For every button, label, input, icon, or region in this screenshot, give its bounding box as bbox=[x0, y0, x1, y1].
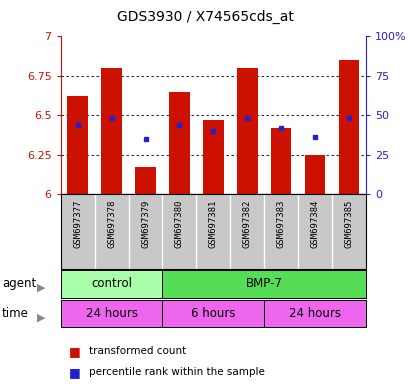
Text: GDS3930 / X74565cds_at: GDS3930 / X74565cds_at bbox=[116, 10, 293, 24]
Text: ■: ■ bbox=[69, 345, 81, 358]
Bar bbox=[264, 300, 365, 327]
Text: time: time bbox=[2, 307, 29, 320]
Text: ▶: ▶ bbox=[37, 283, 45, 293]
Text: transformed count: transformed count bbox=[89, 346, 186, 356]
Text: 6 hours: 6 hours bbox=[191, 307, 235, 320]
Bar bbox=[338, 60, 358, 194]
Text: GSM697383: GSM697383 bbox=[276, 200, 285, 248]
Text: GSM697384: GSM697384 bbox=[310, 200, 319, 248]
Text: GSM697381: GSM697381 bbox=[209, 200, 217, 248]
Text: GSM697378: GSM697378 bbox=[107, 200, 116, 248]
Bar bbox=[270, 128, 291, 194]
Bar bbox=[162, 300, 264, 327]
Text: ■: ■ bbox=[69, 366, 81, 379]
Text: GSM697377: GSM697377 bbox=[73, 200, 82, 248]
Text: ▶: ▶ bbox=[37, 312, 45, 322]
Bar bbox=[203, 120, 223, 194]
Text: GSM697379: GSM697379 bbox=[141, 200, 150, 248]
Bar bbox=[67, 96, 88, 194]
Bar bbox=[304, 154, 325, 194]
Text: percentile rank within the sample: percentile rank within the sample bbox=[89, 367, 265, 377]
Text: GSM697380: GSM697380 bbox=[175, 200, 184, 248]
Bar bbox=[101, 68, 121, 194]
Text: GSM697385: GSM697385 bbox=[344, 200, 353, 248]
Bar bbox=[135, 167, 155, 194]
Bar bbox=[61, 300, 162, 327]
Text: 24 hours: 24 hours bbox=[288, 307, 340, 320]
Text: 24 hours: 24 hours bbox=[85, 307, 137, 320]
Text: BMP-7: BMP-7 bbox=[245, 277, 282, 290]
Text: GSM697382: GSM697382 bbox=[242, 200, 251, 248]
Bar bbox=[61, 270, 162, 298]
Bar bbox=[162, 270, 365, 298]
Text: agent: agent bbox=[2, 277, 36, 290]
Bar bbox=[236, 68, 257, 194]
Bar bbox=[169, 91, 189, 194]
Text: control: control bbox=[91, 277, 132, 290]
